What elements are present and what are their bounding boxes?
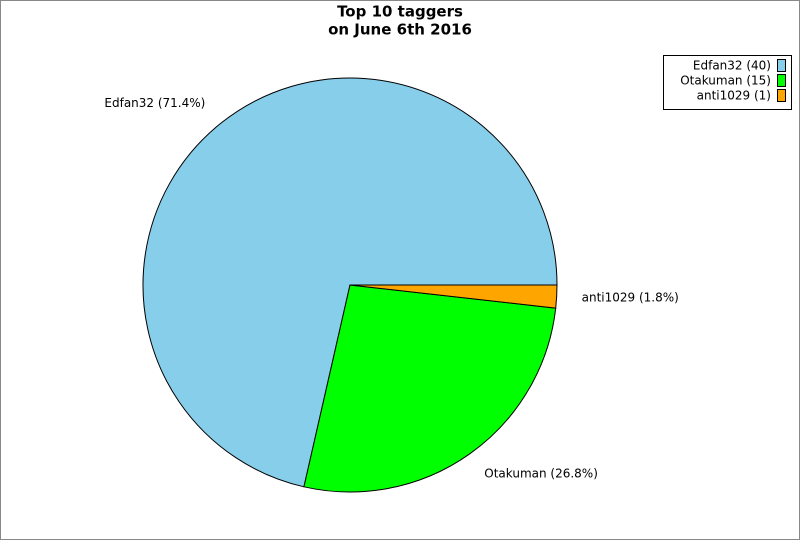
legend-swatch <box>777 89 786 102</box>
pie-slice <box>303 284 557 493</box>
legend-label: Edfan32 (40) <box>693 59 771 73</box>
legend-swatch <box>777 74 786 87</box>
pie-slice <box>142 77 558 488</box>
legend-box <box>663 55 792 110</box>
legend-swatch <box>777 59 786 72</box>
slice-label: Otakuman (26.8%) <box>484 467 598 481</box>
slice-label: Edfan32 (71.4%) <box>104 96 205 110</box>
legend-label: anti1029 (1) <box>697 89 771 103</box>
legend-label: Otakuman (15) <box>680 74 771 88</box>
slice-label: anti1029 (1.8%) <box>582 291 679 305</box>
chart-title: on June 6th 2016 <box>328 21 472 39</box>
chart-title: Top 10 taggers <box>337 3 463 21</box>
pie-slice <box>349 284 558 309</box>
